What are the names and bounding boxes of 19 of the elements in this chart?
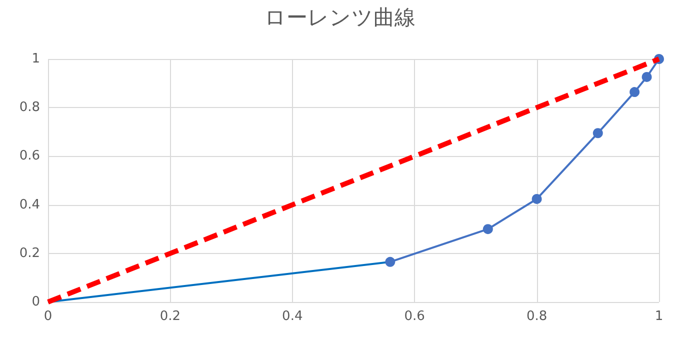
- y-tick-label: 0.4: [19, 197, 40, 212]
- y-tick-label: 0.6: [19, 148, 40, 164]
- x-tick-label: 0.8: [526, 309, 548, 324]
- y-tick-label: 0.2: [19, 246, 40, 261]
- chart-title: ローレンツ曲線: [264, 6, 416, 30]
- x-tick-label: 0: [44, 309, 52, 324]
- point: [642, 72, 652, 82]
- y-tick-label: 0.8: [19, 100, 40, 116]
- y-tick-label: 1: [32, 52, 40, 66]
- x-tick-label: 0.6: [404, 309, 425, 324]
- point: [630, 87, 640, 98]
- point: [385, 256, 396, 267]
- point: [532, 194, 542, 204]
- x-tick-label: 1: [654, 309, 664, 324]
- point: [592, 128, 603, 138]
- x-tick-label: 0.4: [282, 309, 303, 324]
- point: [482, 224, 493, 234]
- x-tick-label: 0.2: [160, 309, 181, 324]
- y-tick-label: 0: [32, 294, 40, 310]
